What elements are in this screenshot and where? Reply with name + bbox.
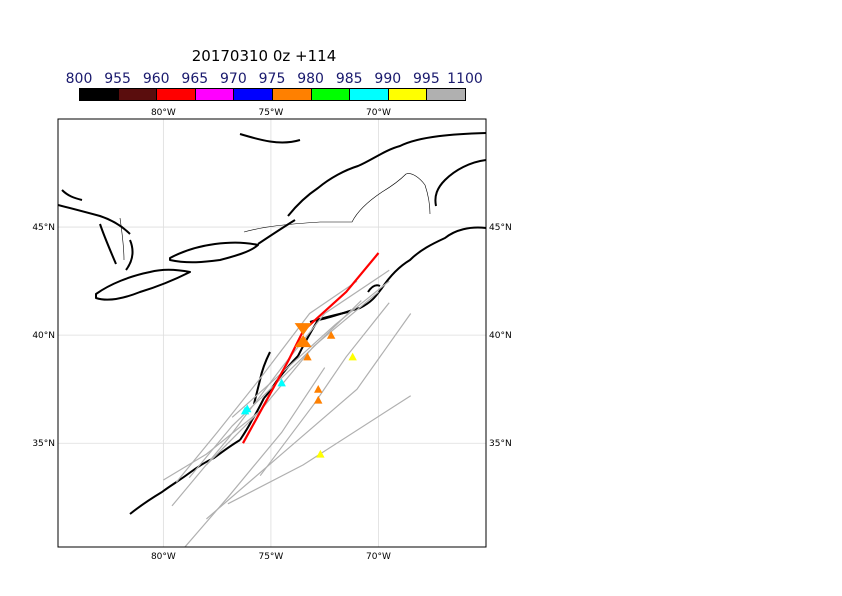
- borders: [119, 173, 431, 261]
- colorbar-label: 955: [104, 71, 131, 87]
- top-lon-label: 70°W: [366, 108, 391, 118]
- colorbar-label: 980: [297, 71, 324, 87]
- ensemble-track-line: [227, 395, 412, 505]
- bottom-lon-label: 80°W: [151, 552, 176, 562]
- left-lat-label: 35°N: [32, 439, 55, 449]
- colorbar-label: 985: [335, 71, 363, 87]
- map-title: 20170310 0z +114: [191, 47, 337, 65]
- ensemble-track-line: [163, 410, 261, 481]
- ensemble-track-line: [175, 280, 358, 483]
- pressure-marker: [243, 404, 252, 413]
- pressure-marker: [277, 378, 286, 387]
- ensemble-track-line: [259, 302, 390, 477]
- colorbar-label: 975: [258, 71, 286, 87]
- pressure-marker: [294, 323, 312, 336]
- coastlines: [58, 132, 486, 515]
- main-track: [242, 252, 380, 444]
- bottom-lon-label: 75°W: [258, 552, 283, 562]
- right-lat-label: 35°N: [489, 439, 512, 449]
- pressure-marker: [348, 352, 357, 361]
- graticule: [58, 119, 486, 547]
- colorbar-segment: [426, 88, 466, 101]
- ensemble-tracks: [163, 269, 412, 547]
- pressure-marker: [314, 395, 323, 404]
- pressure-marker: [294, 335, 312, 348]
- colorbar-label: 800: [65, 71, 93, 87]
- ensemble-track-line: [188, 300, 362, 479]
- ensemble-track-line: [184, 367, 326, 547]
- colorbar-label: 965: [181, 71, 209, 87]
- bottom-lon-label: 70°W: [366, 552, 391, 562]
- pressure-marker: [326, 330, 336, 339]
- left-lat-label: 40°N: [32, 331, 55, 341]
- pressure-marker: [303, 352, 312, 361]
- colorbar-label: 1100: [447, 71, 483, 87]
- axis-labels: 80°W 80°W 75°W 75°W 70°W 70°W 45°N 45°N 40°N 40°N…: [32, 108, 511, 562]
- pressure-markers: [240, 323, 357, 458]
- colorbar-label: 995: [413, 71, 440, 87]
- main-track-line: [242, 252, 380, 444]
- right-lat-label: 40°N: [489, 331, 512, 341]
- top-lon-label: 75°W: [258, 108, 283, 118]
- colorbar-label: 970: [220, 71, 247, 87]
- colorbar-label: 990: [374, 71, 402, 87]
- right-lat-label: 45°N: [489, 223, 512, 233]
- colorbar-label: 960: [142, 71, 170, 87]
- ensemble-track-line: [205, 291, 379, 466]
- pressure-colorbar: 800 955 960 965 970 975 980 985 990 995 1100: [0, 0, 842, 110]
- map-frame: [57, 118, 487, 548]
- pressure-marker: [316, 449, 325, 458]
- top-lon-label: 80°W: [151, 108, 176, 118]
- left-lat-label: 45°N: [32, 223, 55, 233]
- ensemble-track-line: [231, 280, 390, 418]
- ensemble-track-line: [206, 313, 412, 520]
- pressure-marker: [314, 385, 323, 393]
